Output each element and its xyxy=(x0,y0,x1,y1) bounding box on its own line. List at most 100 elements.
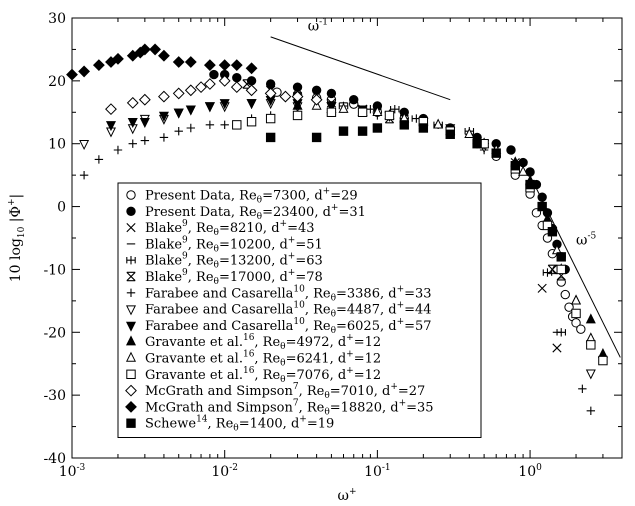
legend-label: Schewe14, Reθ=1400, d+=19 xyxy=(145,415,334,434)
legend-entry-farabee-6025: Farabee and Casarella10, Reθ=6025, d+=57 xyxy=(125,317,432,336)
x-tick-label-base: 10 xyxy=(518,464,536,480)
legend-label-last: =44 xyxy=(404,303,431,318)
data-point xyxy=(411,114,422,123)
legend-label-ref: 7 xyxy=(293,382,299,392)
series-mcgrath-18820 xyxy=(66,43,258,81)
legend-label-last: =35 xyxy=(406,400,433,415)
omega-minus-1-label: ω-1 xyxy=(308,18,328,35)
legend-marker xyxy=(126,271,136,282)
x-tick-label: 10-2 xyxy=(211,463,238,480)
legend-label: Blake9, Reθ=13200, d+=63 xyxy=(145,252,323,271)
data-point xyxy=(203,78,216,90)
legend-label-rest: , Re xyxy=(305,319,331,334)
legend-label-rest: , Re xyxy=(188,254,214,269)
legend-label: Present Data, Reθ=23400, d+=31 xyxy=(145,203,366,222)
data-point xyxy=(542,268,553,277)
legend-entry-blake-8210: Blake9, Reθ=8210, d+=43 xyxy=(126,219,315,238)
legend-label: Blake9, Reθ=10200, d+=51 xyxy=(145,235,323,254)
data-point xyxy=(556,328,566,337)
legend-label-glyph: + xyxy=(280,219,288,229)
data-point xyxy=(598,355,608,366)
data-point xyxy=(245,62,258,75)
legend-label-rest: , Re xyxy=(299,400,325,415)
x-tick-label-exp: -3 xyxy=(77,463,86,473)
legend-label-glyph: θ xyxy=(214,244,219,254)
data-point xyxy=(399,120,409,130)
legend-label: Blake9, Reθ=8210, d+=43 xyxy=(145,219,315,238)
data-point xyxy=(585,369,596,380)
data-point xyxy=(571,294,582,305)
data-point xyxy=(218,74,231,87)
legend-label-glyph: + xyxy=(399,398,407,408)
data-point xyxy=(542,220,553,231)
data-point xyxy=(184,56,197,68)
legend-label-last: =29 xyxy=(330,189,357,204)
legend-label-prefix: Farabee and Casarella xyxy=(145,319,294,334)
data-point xyxy=(185,105,196,116)
legend-label-ref: 14 xyxy=(196,415,208,425)
x-axis-label: ω+ xyxy=(338,487,357,504)
omega-minus-5-label: ω-5 xyxy=(576,231,596,248)
y-axis-label: 10 log10 |Φ+| xyxy=(7,194,27,283)
legend-label-ref: 9 xyxy=(182,252,188,262)
legend-label-glyph: θ xyxy=(257,196,262,206)
data-point xyxy=(585,313,596,324)
legend-label-last: =19 xyxy=(307,417,334,432)
legend-label-ref: 7 xyxy=(293,398,299,408)
data-point xyxy=(291,90,304,103)
legend-marker xyxy=(125,351,137,362)
legend-label-tail: =4972, d xyxy=(286,335,347,350)
legend-label-ref: 16 xyxy=(243,333,255,343)
data-point xyxy=(537,201,547,212)
data-point xyxy=(326,107,337,117)
data-point xyxy=(547,264,557,275)
data-point xyxy=(172,87,185,100)
legend-label-rest: , Re xyxy=(208,417,234,432)
legend-label-ref: 9 xyxy=(182,219,188,229)
data-point xyxy=(246,99,257,110)
data-point xyxy=(105,121,116,132)
data-point xyxy=(586,406,596,416)
x-tick-label-exp: -2 xyxy=(229,463,238,473)
legend-label-last: =51 xyxy=(295,237,322,252)
legend-label-glyph: + xyxy=(397,284,405,294)
y-tick-label: 20 xyxy=(48,74,66,90)
data-point xyxy=(491,148,501,158)
data-point xyxy=(128,139,137,148)
legend-label-prefix: Blake xyxy=(145,270,182,285)
legend-marker xyxy=(126,190,136,200)
legend-label-glyph: θ xyxy=(257,212,262,222)
legend-label-ref: 9 xyxy=(182,268,188,278)
legend-marker xyxy=(125,400,137,413)
legend-label-rest: =7300, d xyxy=(262,189,323,204)
data-point xyxy=(326,88,337,99)
legend-marker xyxy=(125,305,137,316)
legend-label-prefix: Blake xyxy=(145,254,182,269)
data-point xyxy=(79,140,90,151)
legend-label-rest: , Re xyxy=(254,335,280,350)
data-point xyxy=(472,139,482,149)
legend-label-ref: 10 xyxy=(293,317,305,327)
legend-marker xyxy=(126,256,136,265)
data-point xyxy=(547,227,558,237)
data-point xyxy=(203,59,216,72)
series-mcgrath-7010 xyxy=(105,74,323,116)
legend-label-prefix: McGrath and Simpson xyxy=(145,400,293,415)
data-point xyxy=(365,104,376,114)
legend-label-glyph: θ xyxy=(214,261,219,271)
x-tick-label-base: 10 xyxy=(59,464,77,480)
data-point xyxy=(384,110,395,121)
x-tick-label: 100 xyxy=(518,463,542,480)
x-tick-label-base: 10 xyxy=(211,464,229,480)
legend-label-glyph: θ xyxy=(280,342,285,352)
legend-label-ref: 16 xyxy=(243,350,255,360)
data-point xyxy=(578,384,587,394)
data-point xyxy=(433,118,444,129)
legend-label-glyph: + xyxy=(288,268,296,278)
y-tick-label: 0 xyxy=(57,200,66,216)
data-point xyxy=(173,108,184,119)
data-point xyxy=(159,133,169,142)
data-point xyxy=(518,165,529,176)
